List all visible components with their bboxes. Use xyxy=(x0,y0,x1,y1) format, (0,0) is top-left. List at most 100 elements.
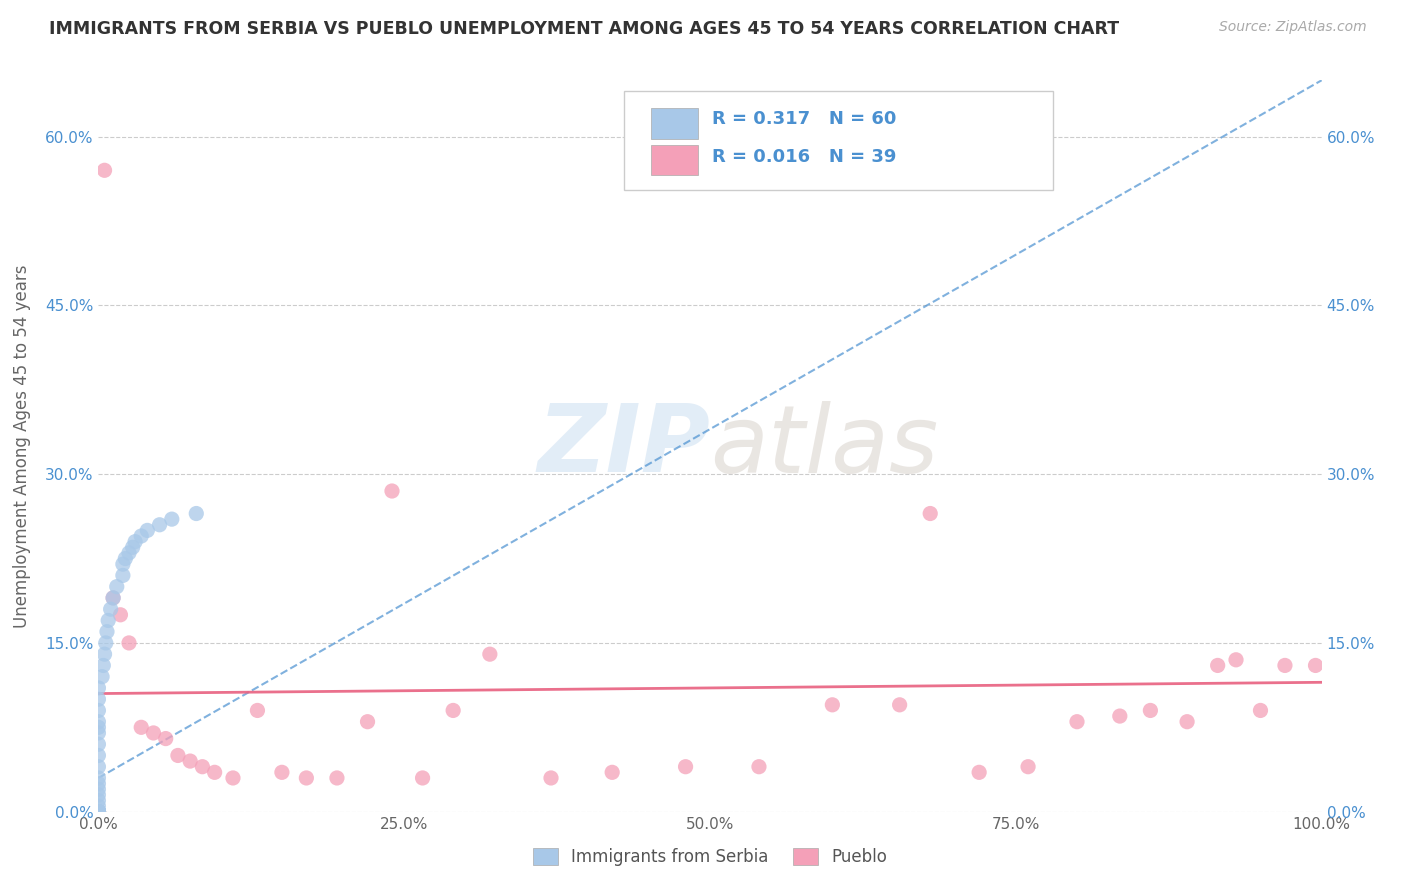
Text: IMMIGRANTS FROM SERBIA VS PUEBLO UNEMPLOYMENT AMONG AGES 45 TO 54 YEARS CORRELAT: IMMIGRANTS FROM SERBIA VS PUEBLO UNEMPLO… xyxy=(49,20,1119,37)
Point xyxy=(167,748,190,763)
Point xyxy=(87,782,110,797)
Point xyxy=(87,760,110,774)
Point xyxy=(87,805,110,819)
Point xyxy=(87,681,110,695)
Point xyxy=(87,805,110,819)
Point xyxy=(412,771,434,785)
Point xyxy=(87,726,110,740)
Point xyxy=(155,731,177,746)
Point xyxy=(1225,653,1247,667)
Point xyxy=(87,703,110,717)
Point xyxy=(87,805,110,819)
Point xyxy=(540,771,562,785)
Point xyxy=(87,805,110,819)
Point xyxy=(270,765,294,780)
Point xyxy=(1250,703,1272,717)
Point xyxy=(87,805,110,819)
Point xyxy=(149,517,172,532)
Point xyxy=(295,771,318,785)
Point xyxy=(87,714,110,729)
Point xyxy=(87,805,110,819)
Point xyxy=(87,805,110,819)
FancyBboxPatch shape xyxy=(651,108,697,139)
Point xyxy=(87,805,110,819)
Point xyxy=(87,720,110,734)
Point xyxy=(111,557,134,571)
Point xyxy=(105,580,128,594)
Point xyxy=(87,805,110,819)
Text: R = 0.016   N = 39: R = 0.016 N = 39 xyxy=(713,148,897,166)
Point xyxy=(87,805,110,819)
Point xyxy=(87,805,110,819)
Point xyxy=(1017,760,1039,774)
Point xyxy=(110,607,132,622)
Point xyxy=(87,805,110,819)
Point xyxy=(93,163,115,178)
Point xyxy=(114,551,136,566)
Point xyxy=(246,703,269,717)
Point xyxy=(87,771,110,785)
Text: atlas: atlas xyxy=(710,401,938,491)
Point xyxy=(87,805,110,819)
Point xyxy=(87,805,110,819)
Point xyxy=(91,658,114,673)
Point xyxy=(96,624,118,639)
Point xyxy=(1274,658,1296,673)
FancyBboxPatch shape xyxy=(624,91,1053,190)
Text: Source: ZipAtlas.com: Source: ZipAtlas.com xyxy=(1219,20,1367,34)
Point xyxy=(87,748,110,763)
Point xyxy=(124,534,146,549)
Point xyxy=(478,647,501,661)
Point xyxy=(889,698,911,712)
Point xyxy=(87,692,110,706)
Point xyxy=(179,754,201,768)
Point xyxy=(91,670,114,684)
Y-axis label: Unemployment Among Ages 45 to 54 years: Unemployment Among Ages 45 to 54 years xyxy=(13,264,31,628)
Point xyxy=(100,602,122,616)
FancyBboxPatch shape xyxy=(651,145,697,176)
Point xyxy=(1305,658,1327,673)
Point xyxy=(87,776,110,790)
Point xyxy=(87,799,110,814)
Point xyxy=(1066,714,1088,729)
Point xyxy=(160,512,183,526)
Point xyxy=(87,805,110,819)
Point xyxy=(121,541,143,555)
Point xyxy=(87,805,110,819)
Point xyxy=(87,805,110,819)
Point xyxy=(675,760,697,774)
Point xyxy=(87,805,110,819)
Point xyxy=(118,636,141,650)
Point xyxy=(381,483,404,498)
Point xyxy=(87,788,110,802)
Point xyxy=(111,568,134,582)
Point xyxy=(129,720,152,734)
Point xyxy=(87,805,110,819)
Point xyxy=(136,524,159,538)
Point xyxy=(186,507,208,521)
Point xyxy=(1175,714,1198,729)
Point xyxy=(94,636,117,650)
Point xyxy=(748,760,770,774)
Legend: Immigrants from Serbia, Pueblo: Immigrants from Serbia, Pueblo xyxy=(526,841,894,873)
Point xyxy=(222,771,245,785)
Point xyxy=(97,614,120,628)
Point xyxy=(920,507,942,521)
Point xyxy=(101,591,124,605)
Point xyxy=(87,805,110,819)
Point xyxy=(1139,703,1161,717)
Point xyxy=(1108,709,1130,723)
Point xyxy=(326,771,349,785)
Point xyxy=(600,765,623,780)
Point xyxy=(87,805,110,819)
Text: ZIP: ZIP xyxy=(537,400,710,492)
Point xyxy=(93,647,115,661)
Point xyxy=(87,805,110,819)
Point xyxy=(87,793,110,807)
Point xyxy=(87,805,110,819)
Point xyxy=(87,805,110,819)
Point xyxy=(967,765,990,780)
Point xyxy=(204,765,226,780)
Point xyxy=(142,726,165,740)
Point xyxy=(821,698,844,712)
